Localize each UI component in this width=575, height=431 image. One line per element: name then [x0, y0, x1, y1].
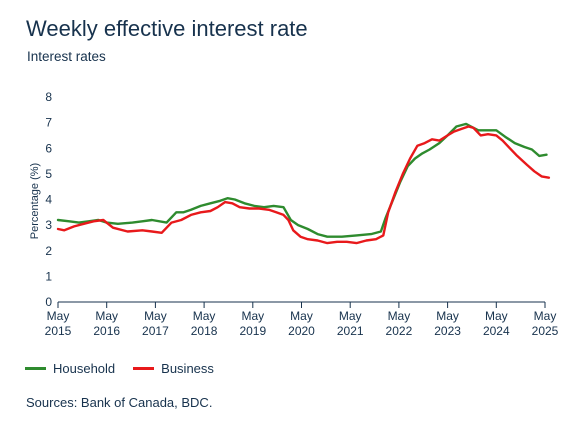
x-tick-label-year: 2021: [337, 324, 364, 338]
legend-label-business: Business: [161, 361, 214, 376]
legend-item-household: Household: [25, 361, 115, 376]
x-tick-label-month: May: [241, 309, 264, 323]
y-tick-label: 7: [45, 116, 52, 130]
legend-label-household: Household: [53, 361, 116, 376]
series-group: [56, 122, 551, 245]
x-tick-label-year: 2022: [386, 324, 413, 338]
y-axis: 0 1 2 3 4 5 6 7 8: [45, 90, 52, 309]
legend-swatch-household: [25, 367, 46, 370]
y-tick-label: 4: [45, 193, 52, 207]
x-tick-label-year: 2018: [191, 324, 218, 338]
x-tick-label-month: May: [47, 309, 70, 323]
series-line-household: [56, 122, 548, 238]
legend-item-business: Business: [133, 361, 214, 376]
x-tick-label-year: 2016: [93, 324, 120, 338]
x-tick-label-year: 2017: [142, 324, 169, 338]
chart-title: Weekly effective interest rate: [26, 16, 308, 41]
y-axis-label: Percentage (%): [29, 163, 41, 239]
x-tick-label-month: May: [485, 309, 508, 323]
x-tick-label-year: 2015: [45, 324, 72, 338]
x-tick-label-month: May: [144, 309, 167, 323]
x-tick-label-month: May: [193, 309, 216, 323]
x-tick-label-month: May: [388, 309, 411, 323]
series-line-business: [56, 125, 551, 245]
legend-swatch-business: [133, 367, 155, 370]
y-tick-label: 2: [45, 244, 52, 258]
x-tick-label-year: 2020: [288, 324, 315, 338]
y-axis-title: Percentage (%): [29, 163, 41, 239]
y-tick-label: 8: [45, 90, 52, 104]
x-tick-label-month: May: [290, 309, 313, 323]
y-tick-label: 1: [45, 269, 52, 283]
legend: Household Business: [25, 361, 214, 376]
x-tick-label-year: 2019: [239, 324, 266, 338]
y-tick-label: 3: [45, 218, 52, 232]
x-tick-label-year: 2025: [532, 324, 559, 338]
x-tick-label-year: 2023: [434, 324, 461, 338]
y-tick-label: 5: [45, 167, 52, 181]
x-tick-label-year: 2024: [483, 324, 510, 338]
chart-subtitle: Interest rates: [27, 49, 106, 64]
source-note: Sources: Bank of Canada, BDC.: [26, 395, 213, 410]
x-tick-label-month: May: [534, 309, 557, 323]
x-tick-label-month: May: [436, 309, 459, 323]
x-tick-label-month: May: [339, 309, 362, 323]
y-tick-label: 0: [45, 295, 52, 309]
x-tick-label-month: May: [95, 309, 118, 323]
x-axis: May2015May2016May2017May2018May2019May20…: [45, 301, 559, 338]
y-tick-label: 6: [45, 141, 52, 155]
